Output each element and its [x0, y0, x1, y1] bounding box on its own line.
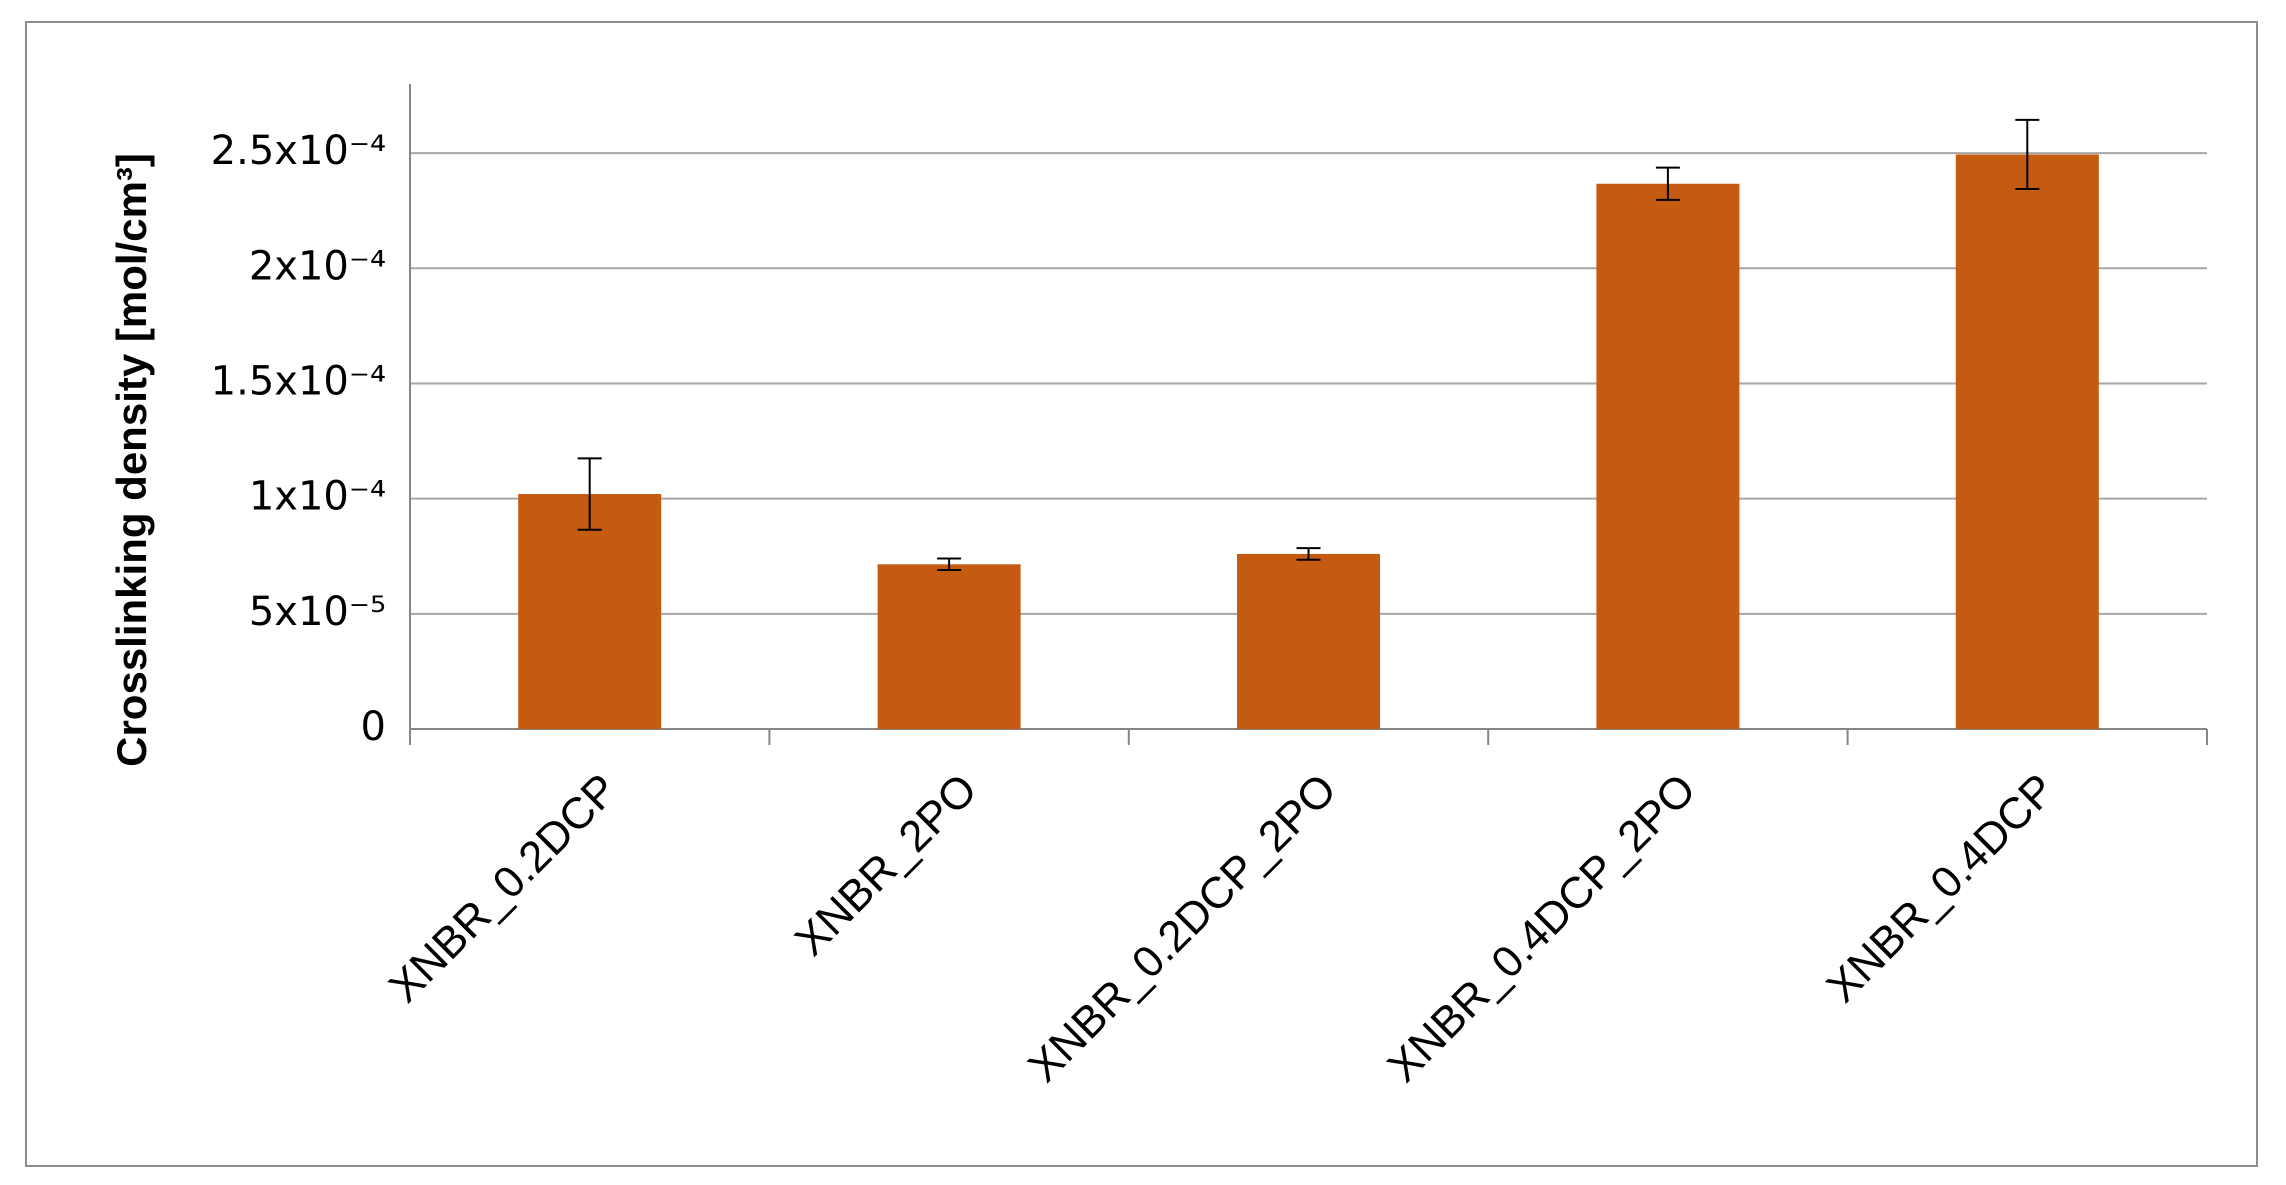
bar — [1596, 183, 1740, 730]
y-tick-label: 5x10⁻⁵ — [249, 589, 386, 635]
y-tick-label: 2x10⁻⁴ — [249, 243, 386, 289]
y-tick-label: 1.5x10⁻⁴ — [211, 358, 386, 404]
error-bar — [577, 457, 602, 531]
chart-frame — [25, 21, 2258, 1167]
error-bar — [2015, 118, 2040, 191]
error-bar — [1655, 166, 1680, 201]
bar — [877, 564, 1021, 729]
bar — [1955, 154, 2099, 730]
error-bar — [1296, 547, 1321, 561]
bar — [1237, 553, 1380, 729]
error-bar — [937, 557, 962, 572]
y-tick-label: 1x10⁻⁴ — [249, 474, 386, 520]
y-tick-label: 0 — [361, 704, 386, 750]
bar — [518, 494, 662, 729]
y-axis-title: Crosslinking density [mol/cm³] — [108, 153, 155, 767]
y-tick-label: 2.5x10⁻⁴ — [211, 128, 386, 174]
